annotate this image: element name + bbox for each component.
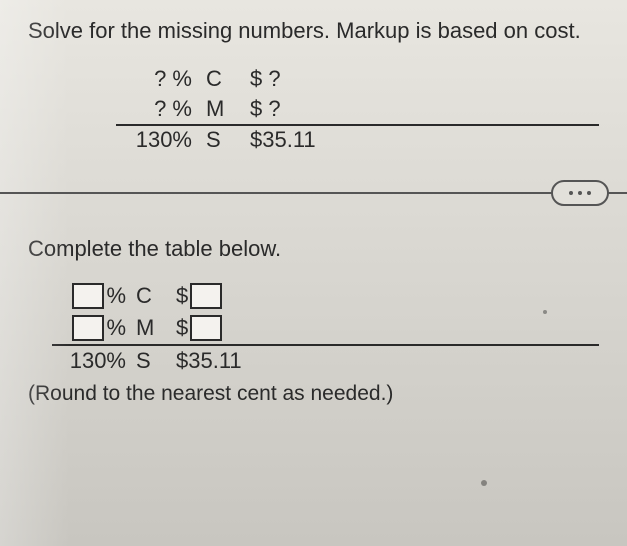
- table-row: ? % C $ ?: [116, 64, 599, 94]
- letter-cell: C: [136, 283, 176, 309]
- amount-cell: $35.11: [250, 127, 380, 153]
- pct-cell: ? %: [116, 66, 206, 92]
- sub-instruction: Complete the table below.: [28, 236, 599, 262]
- letter-cell: M: [136, 315, 176, 341]
- pct-cell: ? %: [116, 96, 206, 122]
- artifact-dot: [481, 480, 487, 486]
- table-row: 130% S $35.11: [116, 124, 599, 154]
- dollar-prefix: $: [176, 315, 188, 341]
- table-row: 130% S $35.11: [52, 344, 599, 376]
- pct-suffix: %: [106, 315, 126, 341]
- amount-cell: $ ?: [250, 66, 380, 92]
- letter-cell: M: [206, 96, 250, 122]
- letter-cell: S: [136, 348, 176, 374]
- markup-percent-input[interactable]: [72, 315, 104, 341]
- given-table: ? % C $ ? ? % M $ ? 130% S $35.11: [116, 64, 599, 154]
- markup-amount-input[interactable]: [190, 315, 222, 341]
- dollar-prefix: $: [176, 283, 188, 309]
- amount-cell: $35.11: [176, 348, 242, 374]
- table-row: % M $: [52, 312, 599, 344]
- letter-cell: C: [206, 66, 250, 92]
- table-row: ? % M $ ?: [116, 94, 599, 124]
- main-instruction: Solve for the missing numbers. Markup is…: [28, 18, 599, 44]
- problem-page: Solve for the missing numbers. Markup is…: [0, 0, 627, 546]
- section-divider: [28, 180, 599, 208]
- table-row: % C $: [52, 280, 599, 312]
- cost-amount-input[interactable]: [190, 283, 222, 309]
- rounding-hint: (Round to the nearest cent as needed.): [28, 382, 599, 406]
- letter-cell: S: [206, 127, 250, 153]
- amount-cell: $ ?: [250, 96, 380, 122]
- cost-percent-input[interactable]: [72, 283, 104, 309]
- artifact-dot: [543, 310, 547, 314]
- pct-suffix: %: [106, 283, 126, 309]
- pct-cell: 130%: [116, 127, 206, 153]
- divider-line: [0, 192, 627, 194]
- more-options-button[interactable]: [551, 180, 609, 206]
- answer-table: % C $ % M $ 130% S $35.11: [52, 280, 599, 376]
- pct-cell: 130%: [70, 348, 126, 374]
